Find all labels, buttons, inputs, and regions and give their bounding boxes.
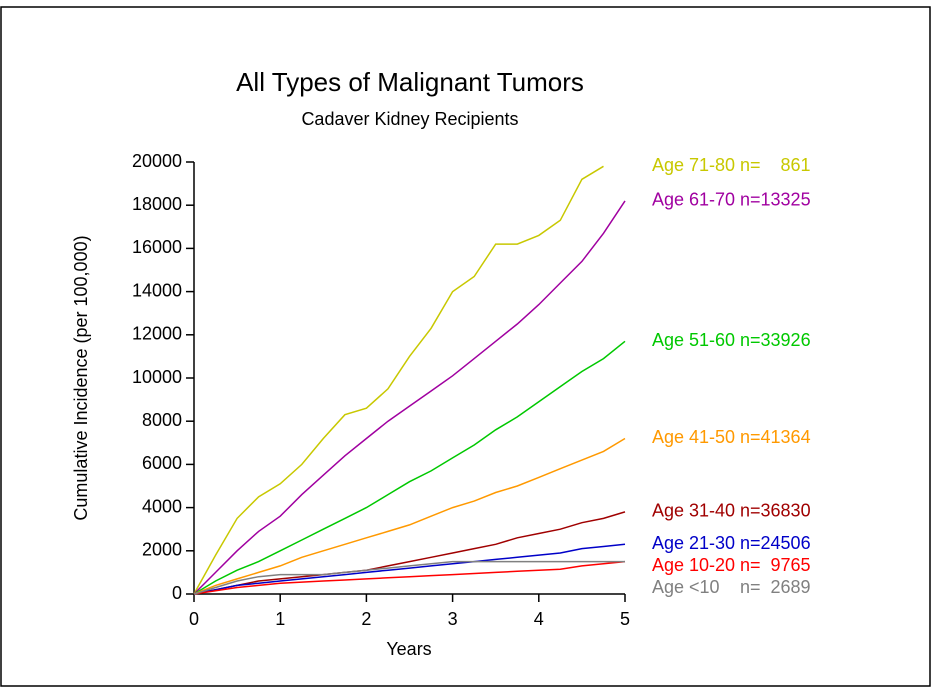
y-tick-label: 4000 bbox=[142, 496, 182, 516]
legend-count: n=24506 bbox=[740, 533, 811, 553]
y-tick-label: 0 bbox=[172, 583, 182, 603]
x-tick-label: 4 bbox=[534, 609, 544, 629]
chart-title: All Types of Malignant Tumors bbox=[236, 67, 584, 97]
y-axis-label: Cumulative Incidence (per 100,000) bbox=[71, 235, 91, 520]
legend-count: n= 9765 bbox=[740, 555, 811, 575]
series-line bbox=[193, 560, 625, 595]
series-line bbox=[193, 200, 626, 595]
legend-count: n=13325 bbox=[740, 190, 811, 210]
y-tick-label: 10000 bbox=[132, 367, 182, 387]
y-tick-label: 18000 bbox=[132, 194, 182, 214]
x-tick-label: 5 bbox=[620, 609, 630, 629]
x-tick-label: 0 bbox=[189, 609, 199, 629]
legend-label: Age <10 bbox=[652, 577, 720, 597]
legend-count: n=41364 bbox=[740, 427, 811, 447]
legend-label: Age 71-80 bbox=[652, 155, 735, 175]
x-tick-label: 3 bbox=[448, 609, 458, 629]
y-tick-label: 6000 bbox=[142, 453, 182, 473]
legend-count: n= 861 bbox=[740, 155, 811, 175]
legend-label: Age 61-70 bbox=[652, 190, 735, 210]
legend-label: Age 21-30 bbox=[652, 533, 735, 553]
series-line bbox=[193, 165, 604, 595]
series-line bbox=[193, 560, 626, 595]
y-tick-label: 2000 bbox=[142, 540, 182, 560]
y-tick-label: 20000 bbox=[132, 151, 182, 171]
series-line bbox=[193, 543, 626, 595]
legend-label: Age 31-40 bbox=[652, 501, 735, 521]
series-line bbox=[193, 340, 626, 595]
legend-label: Age 51-60 bbox=[652, 330, 735, 350]
x-tick-label: 2 bbox=[361, 609, 371, 629]
legend-label: Age 41-50 bbox=[652, 427, 735, 447]
y-tick-label: 12000 bbox=[132, 324, 182, 344]
legend-label: Age 10-20 bbox=[652, 555, 735, 575]
legend-count: n= 2689 bbox=[740, 577, 811, 597]
legend-count: n=33926 bbox=[740, 330, 811, 350]
series-line bbox=[193, 511, 626, 595]
legend-count: n=36830 bbox=[740, 501, 811, 521]
series-line bbox=[193, 437, 626, 595]
x-axis-label: Years bbox=[386, 639, 431, 659]
y-tick-label: 16000 bbox=[132, 237, 182, 257]
frame bbox=[0, 6, 931, 687]
y-tick-label: 14000 bbox=[132, 280, 182, 300]
x-tick-label: 1 bbox=[275, 609, 285, 629]
y-tick-label: 8000 bbox=[142, 410, 182, 430]
chart-subtitle: Cadaver Kidney Recipients bbox=[301, 109, 518, 129]
